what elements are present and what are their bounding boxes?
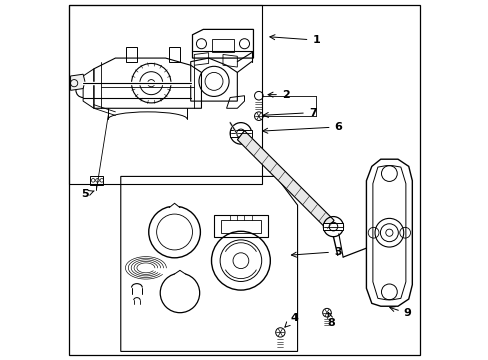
Text: 4: 4 (285, 313, 297, 327)
Text: 9: 9 (389, 307, 411, 318)
Text: 1: 1 (269, 35, 320, 45)
Polygon shape (70, 74, 85, 90)
Text: 2: 2 (267, 90, 289, 100)
Polygon shape (230, 130, 251, 137)
Bar (212, 40, 234, 51)
Polygon shape (237, 131, 333, 229)
Bar (69, 5, 261, 184)
Text: 5: 5 (81, 189, 94, 199)
Text: 6: 6 (262, 122, 342, 133)
Polygon shape (323, 223, 343, 230)
Text: 8: 8 (327, 313, 335, 328)
Text: 3: 3 (291, 247, 341, 257)
Text: 7: 7 (263, 108, 316, 118)
Bar (214, 215, 267, 237)
Bar (221, 220, 260, 233)
